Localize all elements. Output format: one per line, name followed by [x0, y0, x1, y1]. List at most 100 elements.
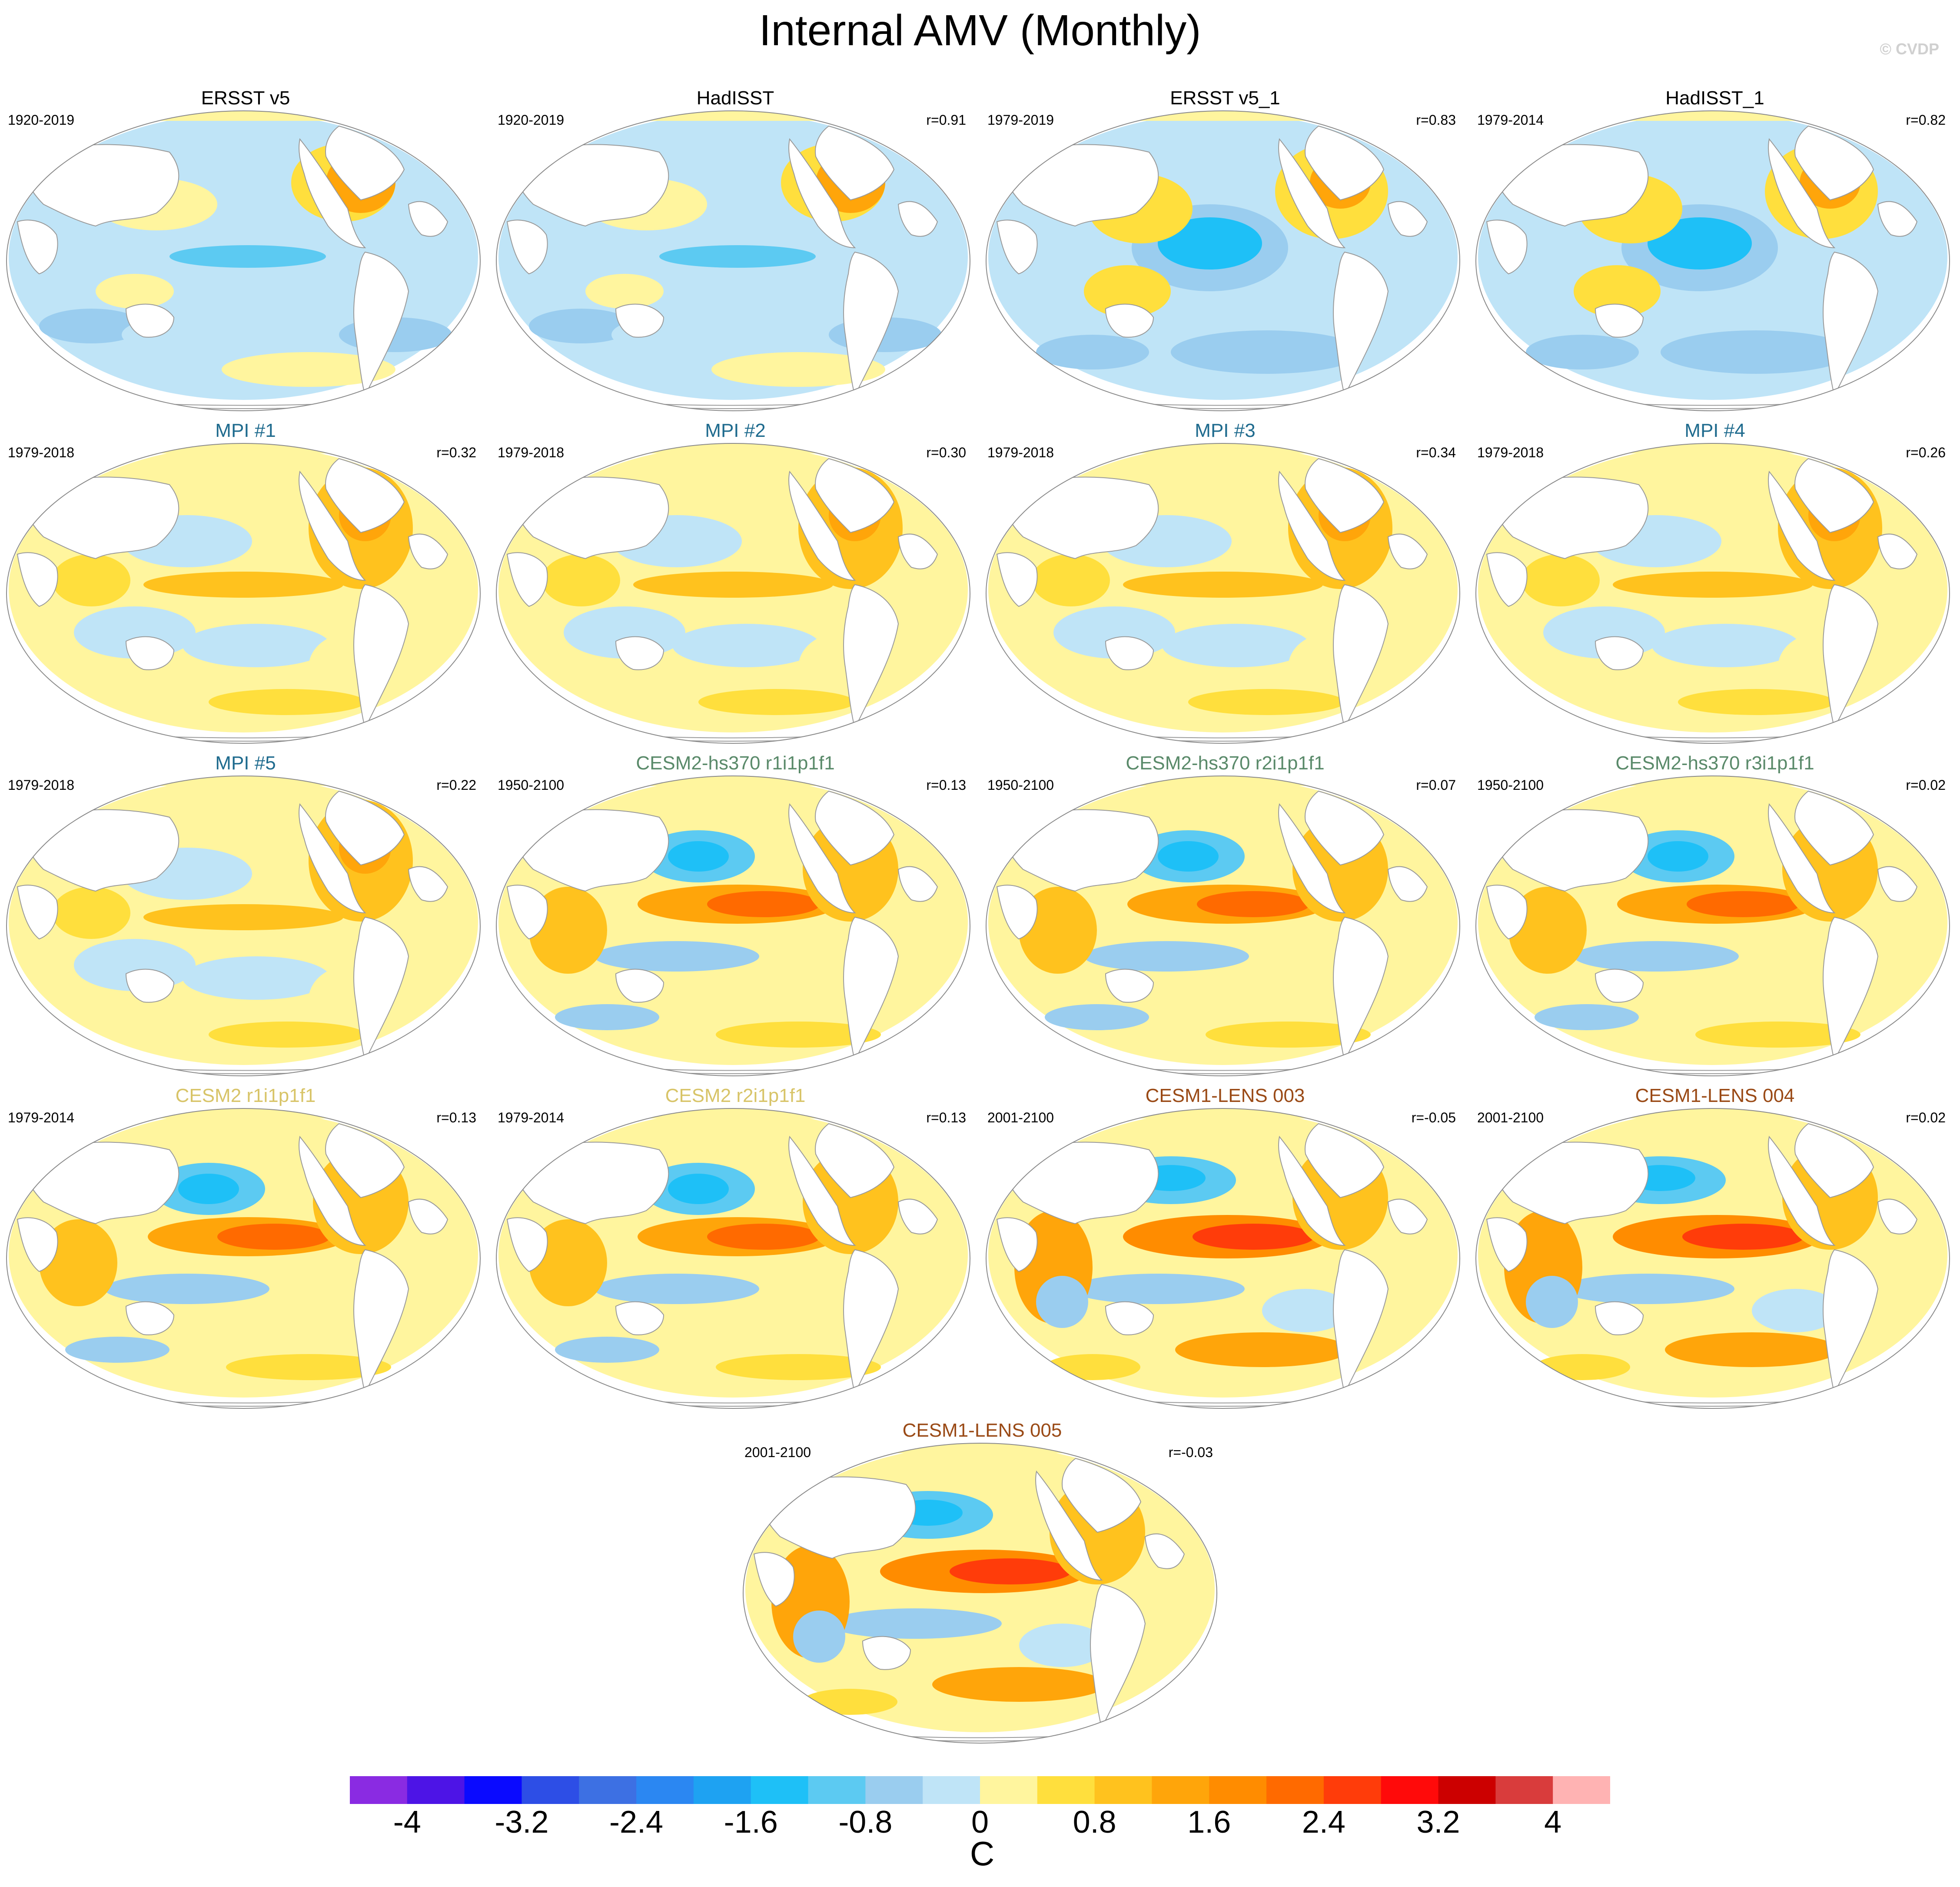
land-mass	[897, 533, 938, 569]
colorbar-swatch	[407, 1776, 465, 1804]
sst-anomaly-region	[711, 352, 885, 387]
land-mass	[1387, 201, 1428, 237]
land-mass	[1305, 790, 1385, 866]
land-mass	[1105, 968, 1154, 1003]
sst-anomaly-region	[143, 572, 343, 598]
map-panel: MPI #1 1979-2018 r=0.32	[4, 419, 487, 750]
land-mass	[17, 220, 58, 275]
land-mass	[299, 803, 366, 914]
land-mass	[996, 220, 1038, 275]
panel-title: MPI #5	[215, 752, 276, 774]
sst-anomaly-region	[633, 572, 833, 598]
land-mass	[325, 458, 405, 533]
sst-anomaly-region	[555, 1004, 659, 1030]
colorbar-swatch	[1553, 1776, 1610, 1804]
panel-correlation: r=0.13	[926, 777, 966, 793]
map-panel: ERSST v5_1 1979-2019 r=0.83	[984, 87, 1466, 417]
sst-anomaly-region	[529, 1219, 607, 1306]
panel-period: 1950-2100	[987, 777, 1054, 793]
land-mass	[1105, 1301, 1154, 1335]
sst-anomaly-region	[716, 1022, 881, 1048]
panel-period: 1979-2014	[1477, 112, 1544, 128]
land-mass	[1794, 1123, 1874, 1198]
panel-correlation: r=0.30	[926, 445, 966, 460]
map-border	[986, 1108, 1460, 1409]
sst-anomaly-region	[1197, 891, 1310, 917]
land-mass	[1062, 1458, 1142, 1533]
panel-correlation: r=0.91	[926, 112, 966, 128]
land-mass	[1794, 125, 1874, 201]
land-mass	[1595, 303, 1644, 338]
land-mass	[1794, 458, 1874, 533]
colorbar-swatch	[1094, 1776, 1152, 1804]
sst-anomaly-region	[1682, 1224, 1804, 1250]
land-mass	[17, 885, 58, 940]
sst-anomaly-region	[1687, 891, 1800, 917]
map-border	[6, 1108, 481, 1409]
colorbar-units: C	[970, 1834, 995, 1873]
land-mass	[1768, 470, 1836, 581]
land-mass	[1144, 1533, 1185, 1569]
land-mass	[1595, 1301, 1644, 1335]
land-mass	[815, 1123, 895, 1198]
colorbar-swatch	[693, 1776, 751, 1804]
copyright-mark: © CVDP	[1880, 40, 1939, 58]
land-mass	[815, 790, 895, 866]
sst-map	[6, 110, 481, 411]
land-mass	[1595, 636, 1644, 670]
figure-title: Internal AMV (Monthly)	[759, 6, 1201, 55]
map-border	[1475, 775, 1950, 1076]
land-mass	[1278, 1135, 1346, 1246]
sst-anomaly-region	[529, 309, 633, 343]
map-panel: ERSST v5 1920-2019	[4, 87, 487, 417]
sst-map	[6, 775, 481, 1076]
land-mass	[1486, 1217, 1528, 1272]
sst-anomaly-region	[1526, 335, 1639, 369]
sst-anomaly-region	[1752, 1289, 1839, 1332]
panel-title: ERSST v5	[201, 87, 290, 109]
sst-anomaly-region	[52, 887, 130, 939]
sst-anomaly-region	[659, 245, 816, 268]
panel-period: 1979-2018	[987, 445, 1054, 460]
sst-anomaly-region	[1648, 217, 1752, 270]
land-mass	[125, 636, 175, 670]
land-mass	[1278, 803, 1346, 914]
panel-title: HadISST	[696, 87, 774, 109]
sst-anomaly-region	[668, 841, 729, 872]
sst-anomaly-region	[1561, 1274, 1734, 1304]
colorbar-swatch	[1037, 1776, 1095, 1804]
land-mass	[1278, 138, 1346, 249]
panel-period: 1920-2019	[498, 112, 565, 128]
sst-map	[496, 443, 970, 744]
sst-anomaly-region	[542, 554, 620, 606]
land-mass	[1486, 552, 1528, 607]
map-panel: MPI #5 1979-2018 r=0.22	[4, 752, 487, 1082]
sst-map	[496, 775, 970, 1076]
map-border	[743, 1443, 1217, 1744]
land-mass	[1387, 533, 1428, 569]
panel-correlation: r=0.22	[436, 777, 476, 793]
colorbar-swatch	[1495, 1776, 1553, 1804]
map-border	[1475, 443, 1950, 744]
sst-anomaly-region	[716, 1354, 881, 1380]
land-mass	[788, 470, 856, 581]
land-mass	[299, 470, 366, 581]
sst-anomaly-region	[1508, 887, 1587, 974]
sst-anomaly-region	[1661, 330, 1852, 374]
sst-map	[1475, 775, 1950, 1076]
sst-anomaly-region	[1175, 1332, 1349, 1367]
map-panel: MPI #4 1979-2018 r=0.26	[1474, 419, 1956, 750]
map-panel: CESM1-LENS 005 2001-2100 r=-0.03	[741, 1419, 1223, 1750]
map-panel: CESM2-hs370 r1i1p1f1 1950-2100 r=0.13	[494, 752, 977, 1082]
panel-correlation: r=0.34	[1416, 445, 1456, 460]
sst-anomaly-region	[585, 274, 664, 309]
sst-anomaly-region	[1158, 217, 1262, 270]
panel-title: HadISST_1	[1665, 87, 1764, 109]
sst-anomaly-region	[1262, 1289, 1349, 1332]
panel-title: CESM1-LENS 003	[1145, 1085, 1305, 1106]
sst-anomaly-region	[707, 1224, 820, 1250]
sst-map	[986, 443, 1460, 744]
sst-anomaly-region	[1036, 1276, 1088, 1328]
sst-anomaly-region	[1574, 265, 1661, 317]
panel-title: CESM2 r2i1p1f1	[665, 1085, 806, 1106]
